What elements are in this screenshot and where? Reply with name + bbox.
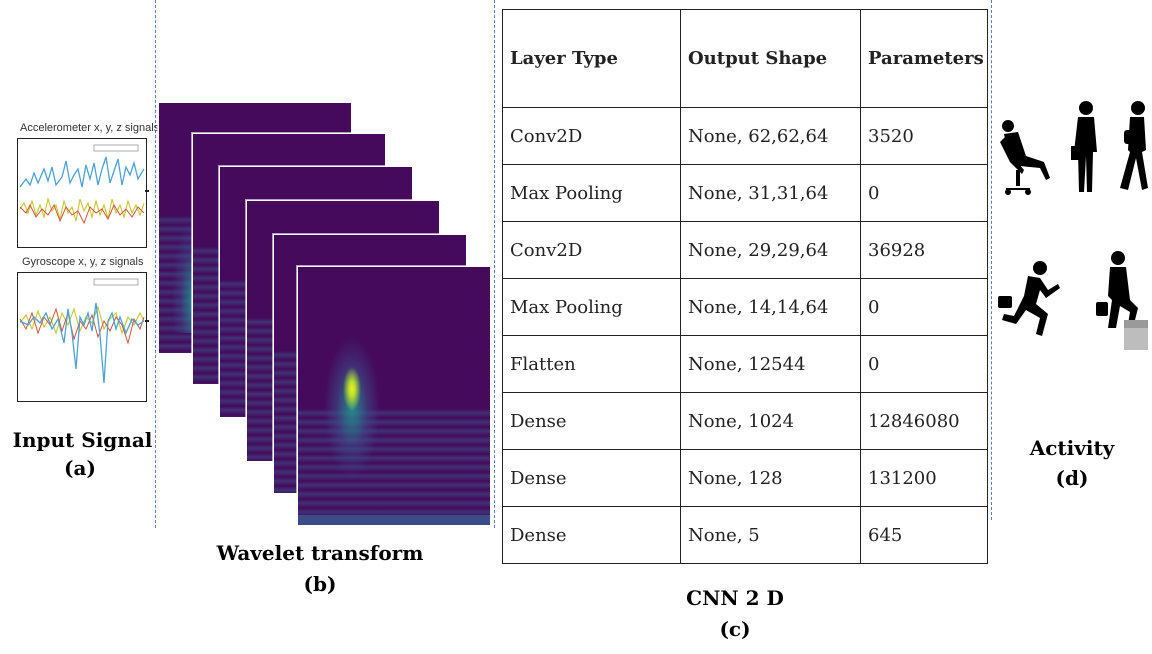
output-shape-cell: None, 128 <box>680 449 861 507</box>
layer-type-cell: Conv2D <box>502 107 681 165</box>
parameters-cell: 0 <box>860 335 988 393</box>
activity-caption: Activity <box>1029 436 1115 460</box>
parameters-cell: 0 <box>860 278 988 336</box>
cnn-2d-caption: CNN 2 D <box>686 586 784 610</box>
table-row: Dense None, 1024 12846080 <box>502 392 988 450</box>
layer-type-cell: Dense <box>502 506 681 564</box>
table-row: Conv2D None, 29,29,64 36928 <box>502 221 988 279</box>
separator-line <box>494 0 495 528</box>
gyroscope-plot <box>17 272 147 402</box>
table-row: Conv2D None, 62,62,64 3520 <box>502 107 988 165</box>
parameters-cell: 12846080 <box>860 392 988 450</box>
scalogram-peak <box>306 337 396 497</box>
column-header-layer-type: Layer Type <box>502 9 681 108</box>
output-shape-cell: None, 62,62,64 <box>680 107 861 165</box>
table-row: Dense None, 128 131200 <box>502 449 988 507</box>
layer-type-cell: Dense <box>502 392 681 450</box>
wavelet-transform-caption: Wavelet transform <box>216 541 424 565</box>
table-row: Flatten None, 12544 0 <box>502 335 988 393</box>
column-header-output-shape: Output Shape <box>680 9 861 108</box>
layer-type-cell: Flatten <box>502 335 681 393</box>
running-person-icon <box>998 261 1060 336</box>
layer-type-cell: Max Pooling <box>502 278 681 336</box>
scalogram-front <box>297 266 491 526</box>
input-signal-caption: Input Signal <box>12 428 153 452</box>
output-shape-cell: None, 1024 <box>680 392 861 450</box>
table-row: Dense None, 5 645 <box>502 506 988 564</box>
parameters-cell: 131200 <box>860 449 988 507</box>
walking-person-icon <box>1120 101 1148 190</box>
scalogram-base-band <box>298 515 490 525</box>
panel-d-label: (d) <box>1055 466 1089 490</box>
parameters-cell: 3520 <box>860 107 988 165</box>
output-shape-cell: None, 5 <box>680 506 861 564</box>
panel-a-label: (a) <box>64 456 96 480</box>
gyroscope-plot-title: Gyroscope x, y, z signals <box>22 256 144 268</box>
parameters-cell: 0 <box>860 164 988 222</box>
table-row: Max Pooling None, 14,14,64 0 <box>502 278 988 336</box>
cnn-layer-table: Layer Type Output Shape Parameters Conv2… <box>502 9 988 564</box>
axis-tick <box>145 190 149 192</box>
standing-person-icon <box>1071 101 1097 192</box>
parameters-cell: 36928 <box>860 221 988 279</box>
column-header-parameters: Parameters <box>860 9 988 108</box>
axis-tick <box>145 320 149 322</box>
output-shape-cell: None, 29,29,64 <box>680 221 861 279</box>
sitting-person-icon <box>1000 120 1050 195</box>
table-header-row: Layer Type Output Shape Parameters <box>502 9 988 108</box>
table-row: Max Pooling None, 31,31,64 0 <box>502 164 988 222</box>
output-shape-cell: None, 31,31,64 <box>680 164 861 222</box>
panel-b-label: (b) <box>303 572 337 596</box>
accelerometer-plot-title: Accelerometer x, y, z signals <box>20 122 160 134</box>
output-shape-cell: None, 14,14,64 <box>680 278 861 336</box>
separator-line <box>155 0 156 528</box>
output-shape-cell: None, 12544 <box>680 335 861 393</box>
layer-type-cell: Conv2D <box>502 221 681 279</box>
separator-line <box>991 0 992 520</box>
accelerometer-plot <box>17 138 147 248</box>
parameters-cell: 645 <box>860 506 988 564</box>
climbing-stairs-person-icon <box>1096 251 1148 350</box>
layer-type-cell: Max Pooling <box>502 164 681 222</box>
panel-c-label: (c) <box>719 617 751 641</box>
layer-type-cell: Dense <box>502 449 681 507</box>
